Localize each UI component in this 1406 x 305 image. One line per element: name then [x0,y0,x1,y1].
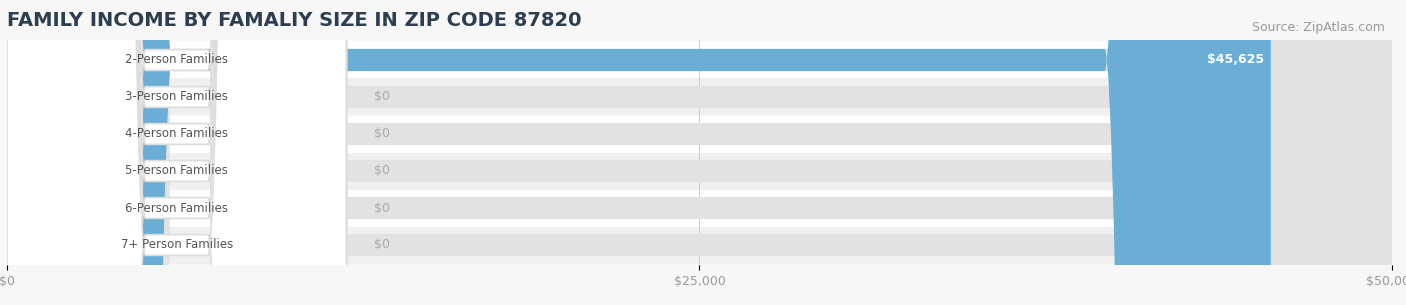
FancyBboxPatch shape [0,0,62,305]
Text: 2-Person Families: 2-Person Families [125,53,228,66]
FancyBboxPatch shape [0,0,62,305]
FancyBboxPatch shape [7,0,1392,305]
FancyBboxPatch shape [7,0,1392,305]
FancyBboxPatch shape [7,0,1392,305]
Text: $0: $0 [374,127,389,141]
Text: 6-Person Families: 6-Person Families [125,202,228,214]
Bar [7,116,1392,152]
FancyBboxPatch shape [0,0,62,305]
Bar [7,227,1392,264]
Text: $0: $0 [374,202,389,214]
Text: 4-Person Families: 4-Person Families [125,127,228,141]
Text: 5-Person Families: 5-Person Families [125,164,228,178]
Text: FAMILY INCOME BY FAMALIY SIZE IN ZIP CODE 87820: FAMILY INCOME BY FAMALIY SIZE IN ZIP COD… [7,11,582,30]
Bar [7,152,1392,189]
FancyBboxPatch shape [7,0,1392,305]
FancyBboxPatch shape [7,0,346,305]
Bar [7,41,1392,78]
FancyBboxPatch shape [0,0,62,305]
Text: 7+ Person Families: 7+ Person Families [121,239,233,252]
Text: $0: $0 [374,164,389,178]
Text: $45,625: $45,625 [1206,53,1264,66]
FancyBboxPatch shape [0,0,62,305]
Text: 3-Person Families: 3-Person Families [125,91,228,103]
FancyBboxPatch shape [7,0,1271,305]
FancyBboxPatch shape [7,0,346,305]
FancyBboxPatch shape [7,0,346,305]
Text: $0: $0 [374,239,389,252]
FancyBboxPatch shape [7,0,346,305]
Text: Source: ZipAtlas.com: Source: ZipAtlas.com [1251,21,1385,34]
FancyBboxPatch shape [7,0,1392,305]
Bar [7,78,1392,116]
FancyBboxPatch shape [7,0,346,305]
Bar [7,189,1392,227]
Text: $0: $0 [374,91,389,103]
FancyBboxPatch shape [7,0,346,305]
FancyBboxPatch shape [7,0,1392,305]
